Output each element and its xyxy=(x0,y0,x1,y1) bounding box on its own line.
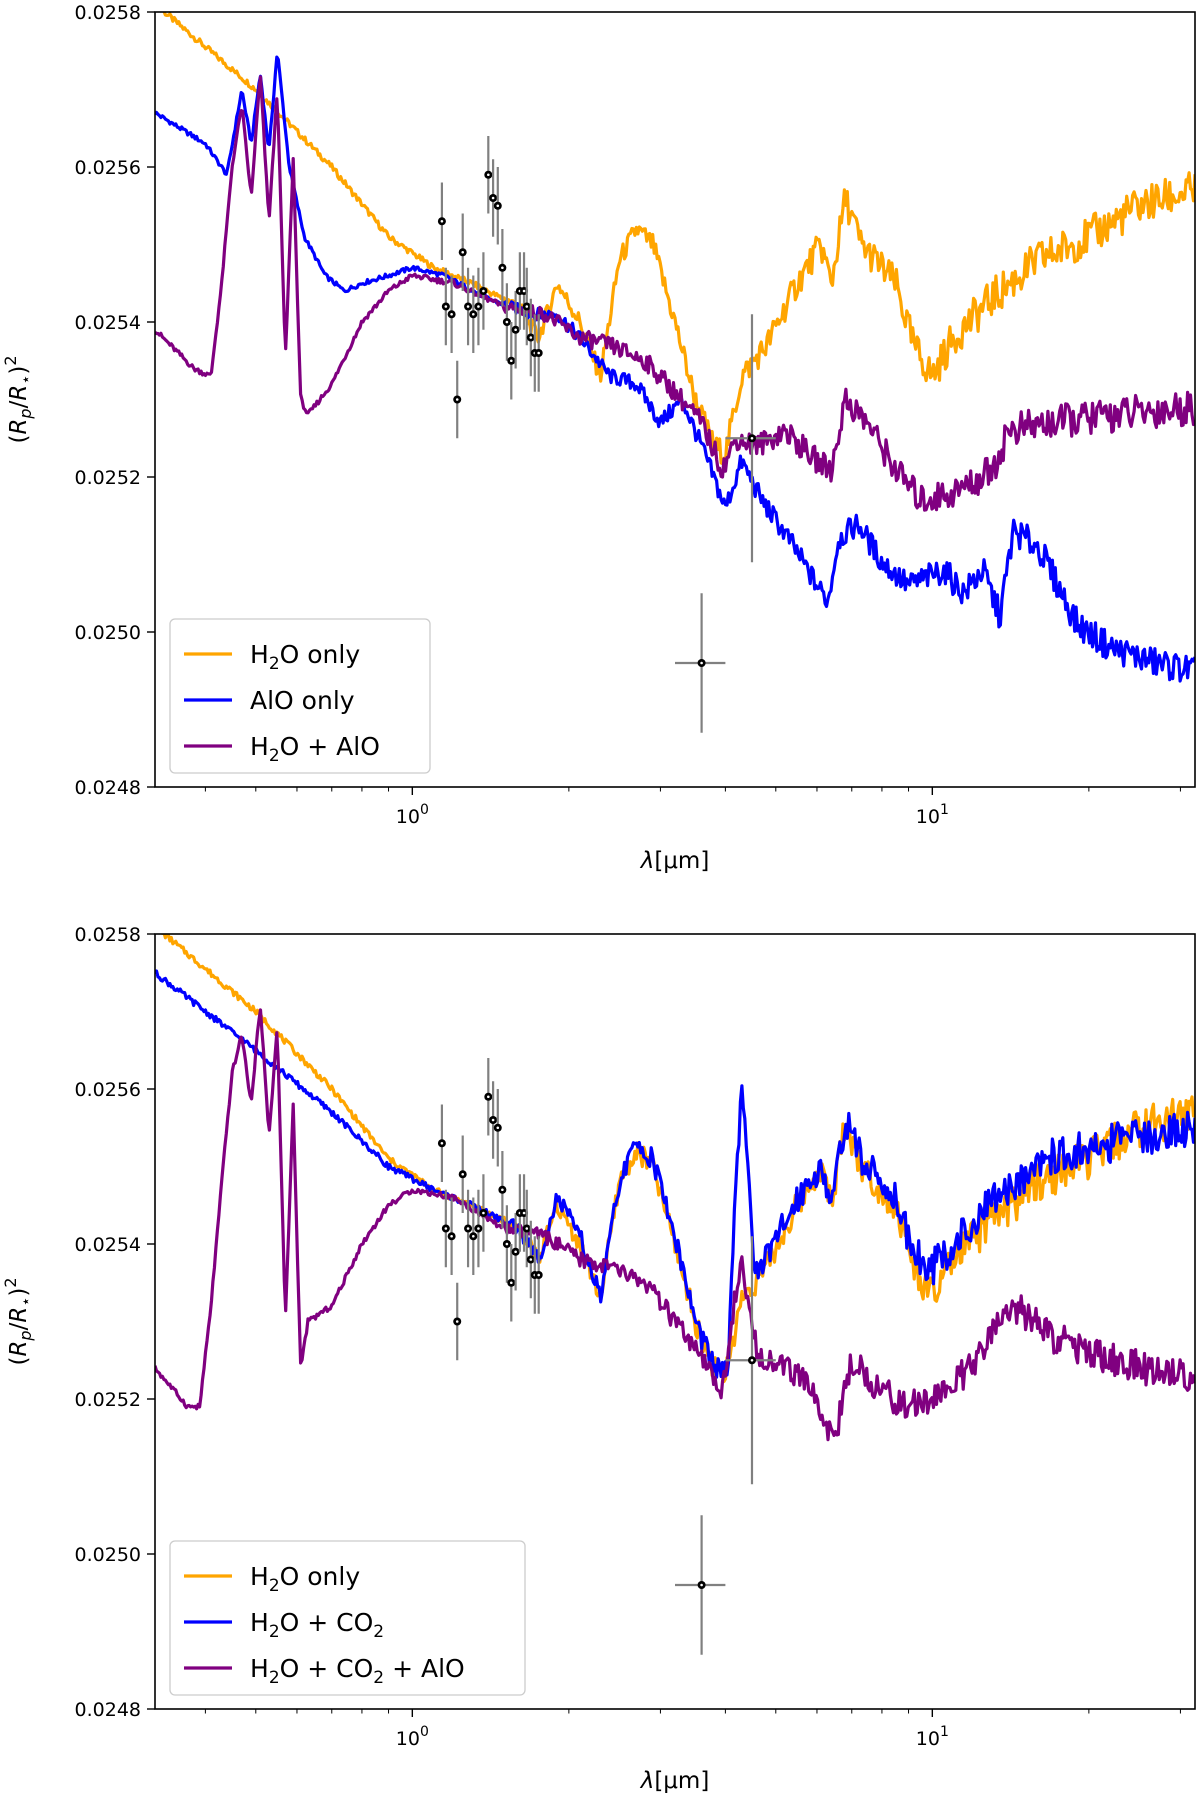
y-axis-label: (Rp/R⋆)2 xyxy=(1,355,35,443)
data-point xyxy=(522,267,531,346)
axes-frame xyxy=(154,11,1196,788)
data-point xyxy=(675,1515,726,1655)
data-point xyxy=(489,159,498,237)
data-point xyxy=(498,229,507,307)
chart-panel-bottom: 0.0248 0.0250 0.0252 0.0254 0.0256 0.0258 100 1… xyxy=(1,924,1196,1794)
y-tick-label: 0.0254 xyxy=(75,1234,141,1256)
data-point xyxy=(464,1189,473,1268)
x-tick-label: 101 xyxy=(916,1724,949,1750)
y-tick-label: 0.0252 xyxy=(75,467,141,489)
chart-panel-top: 0.0248 0.0250 0.0252 0.0254 0.0256 0.0258 100 1… xyxy=(1,2,1196,874)
series-line-h2o-alo xyxy=(155,75,1195,512)
y-tick-label: 0.0254 xyxy=(75,312,141,334)
y-tick-label: 0.0256 xyxy=(75,157,141,179)
y-tick-label: 0.0250 xyxy=(75,1544,141,1566)
series-line-h2o-co2-alo xyxy=(155,1008,1195,1442)
data-point xyxy=(534,314,543,392)
x-axis-label: λ[μm] xyxy=(639,848,710,874)
data-point xyxy=(675,593,726,733)
y-tick-label: 0.0256 xyxy=(75,1079,141,1101)
y-tick-label: 0.0248 xyxy=(75,777,141,799)
x-tick-label: 100 xyxy=(396,1724,429,1750)
data-point xyxy=(474,267,483,346)
data-point xyxy=(441,1189,450,1268)
data-point xyxy=(511,291,520,369)
series-line-h2o-only xyxy=(161,12,1195,466)
x-tick-label: 101 xyxy=(916,802,949,828)
data-point xyxy=(725,1236,776,1485)
y-tick-label: 0.0258 xyxy=(75,924,141,946)
data-point xyxy=(502,1205,511,1283)
y-tick-label: 0.0258 xyxy=(75,2,141,24)
data-point xyxy=(479,1174,488,1252)
data-point xyxy=(479,252,488,330)
data-point xyxy=(534,1236,543,1314)
data-point xyxy=(493,167,502,245)
data-point xyxy=(511,1213,520,1291)
data-point xyxy=(489,1081,498,1159)
legend-entry-label: H2O + CO2 + AlO xyxy=(250,1654,465,1688)
data-point xyxy=(498,1151,507,1229)
data-point xyxy=(526,298,535,377)
data-point xyxy=(484,1058,493,1136)
legend: H2O only AlO only H2O + AlO xyxy=(169,618,431,774)
series-line-h2o-co2 xyxy=(155,969,1195,1379)
data-point xyxy=(502,283,511,361)
data-point xyxy=(437,1104,446,1182)
legend-entry-label: H2O only xyxy=(250,1562,360,1596)
data-point xyxy=(474,1189,483,1268)
data-point xyxy=(522,1189,531,1268)
data-point xyxy=(507,322,516,400)
axes-frame xyxy=(154,933,1196,1710)
data-point xyxy=(725,314,776,563)
data-point xyxy=(484,136,493,214)
y-axis-label: (Rp/R⋆)2 xyxy=(1,1277,35,1365)
data-point xyxy=(441,267,450,346)
legend-entry-label: H2O + CO2 xyxy=(250,1608,384,1642)
x-tick-label: 100 xyxy=(396,802,429,828)
data-point xyxy=(469,1197,478,1275)
data-point xyxy=(447,1197,456,1275)
data-point xyxy=(464,267,473,346)
data-point xyxy=(453,360,462,439)
legend-box xyxy=(169,618,431,774)
data-point xyxy=(458,1135,467,1213)
series-line-alo-only xyxy=(155,55,1195,683)
legend-box xyxy=(169,1540,526,1696)
data-point xyxy=(469,275,478,353)
legend-entry-label: AlO only xyxy=(250,686,355,715)
data-point xyxy=(526,1220,535,1299)
legend-entry-label: H2O + AlO xyxy=(250,732,380,766)
x-axis-label: λ[μm] xyxy=(639,1768,710,1794)
y-tick-label: 0.0248 xyxy=(75,1699,141,1721)
y-tick-label: 0.0252 xyxy=(75,1389,141,1411)
y-tick-label: 0.0250 xyxy=(75,622,141,644)
data-point xyxy=(507,1244,516,1322)
data-point xyxy=(493,1089,502,1167)
data-point xyxy=(458,213,467,291)
data-point xyxy=(447,275,456,353)
data-point xyxy=(453,1282,462,1361)
legend: H2O only H2O + CO2 H2O + CO2 + AlO xyxy=(169,1540,526,1696)
data-point xyxy=(437,182,446,260)
legend-entry-label: H2O only xyxy=(250,640,360,674)
